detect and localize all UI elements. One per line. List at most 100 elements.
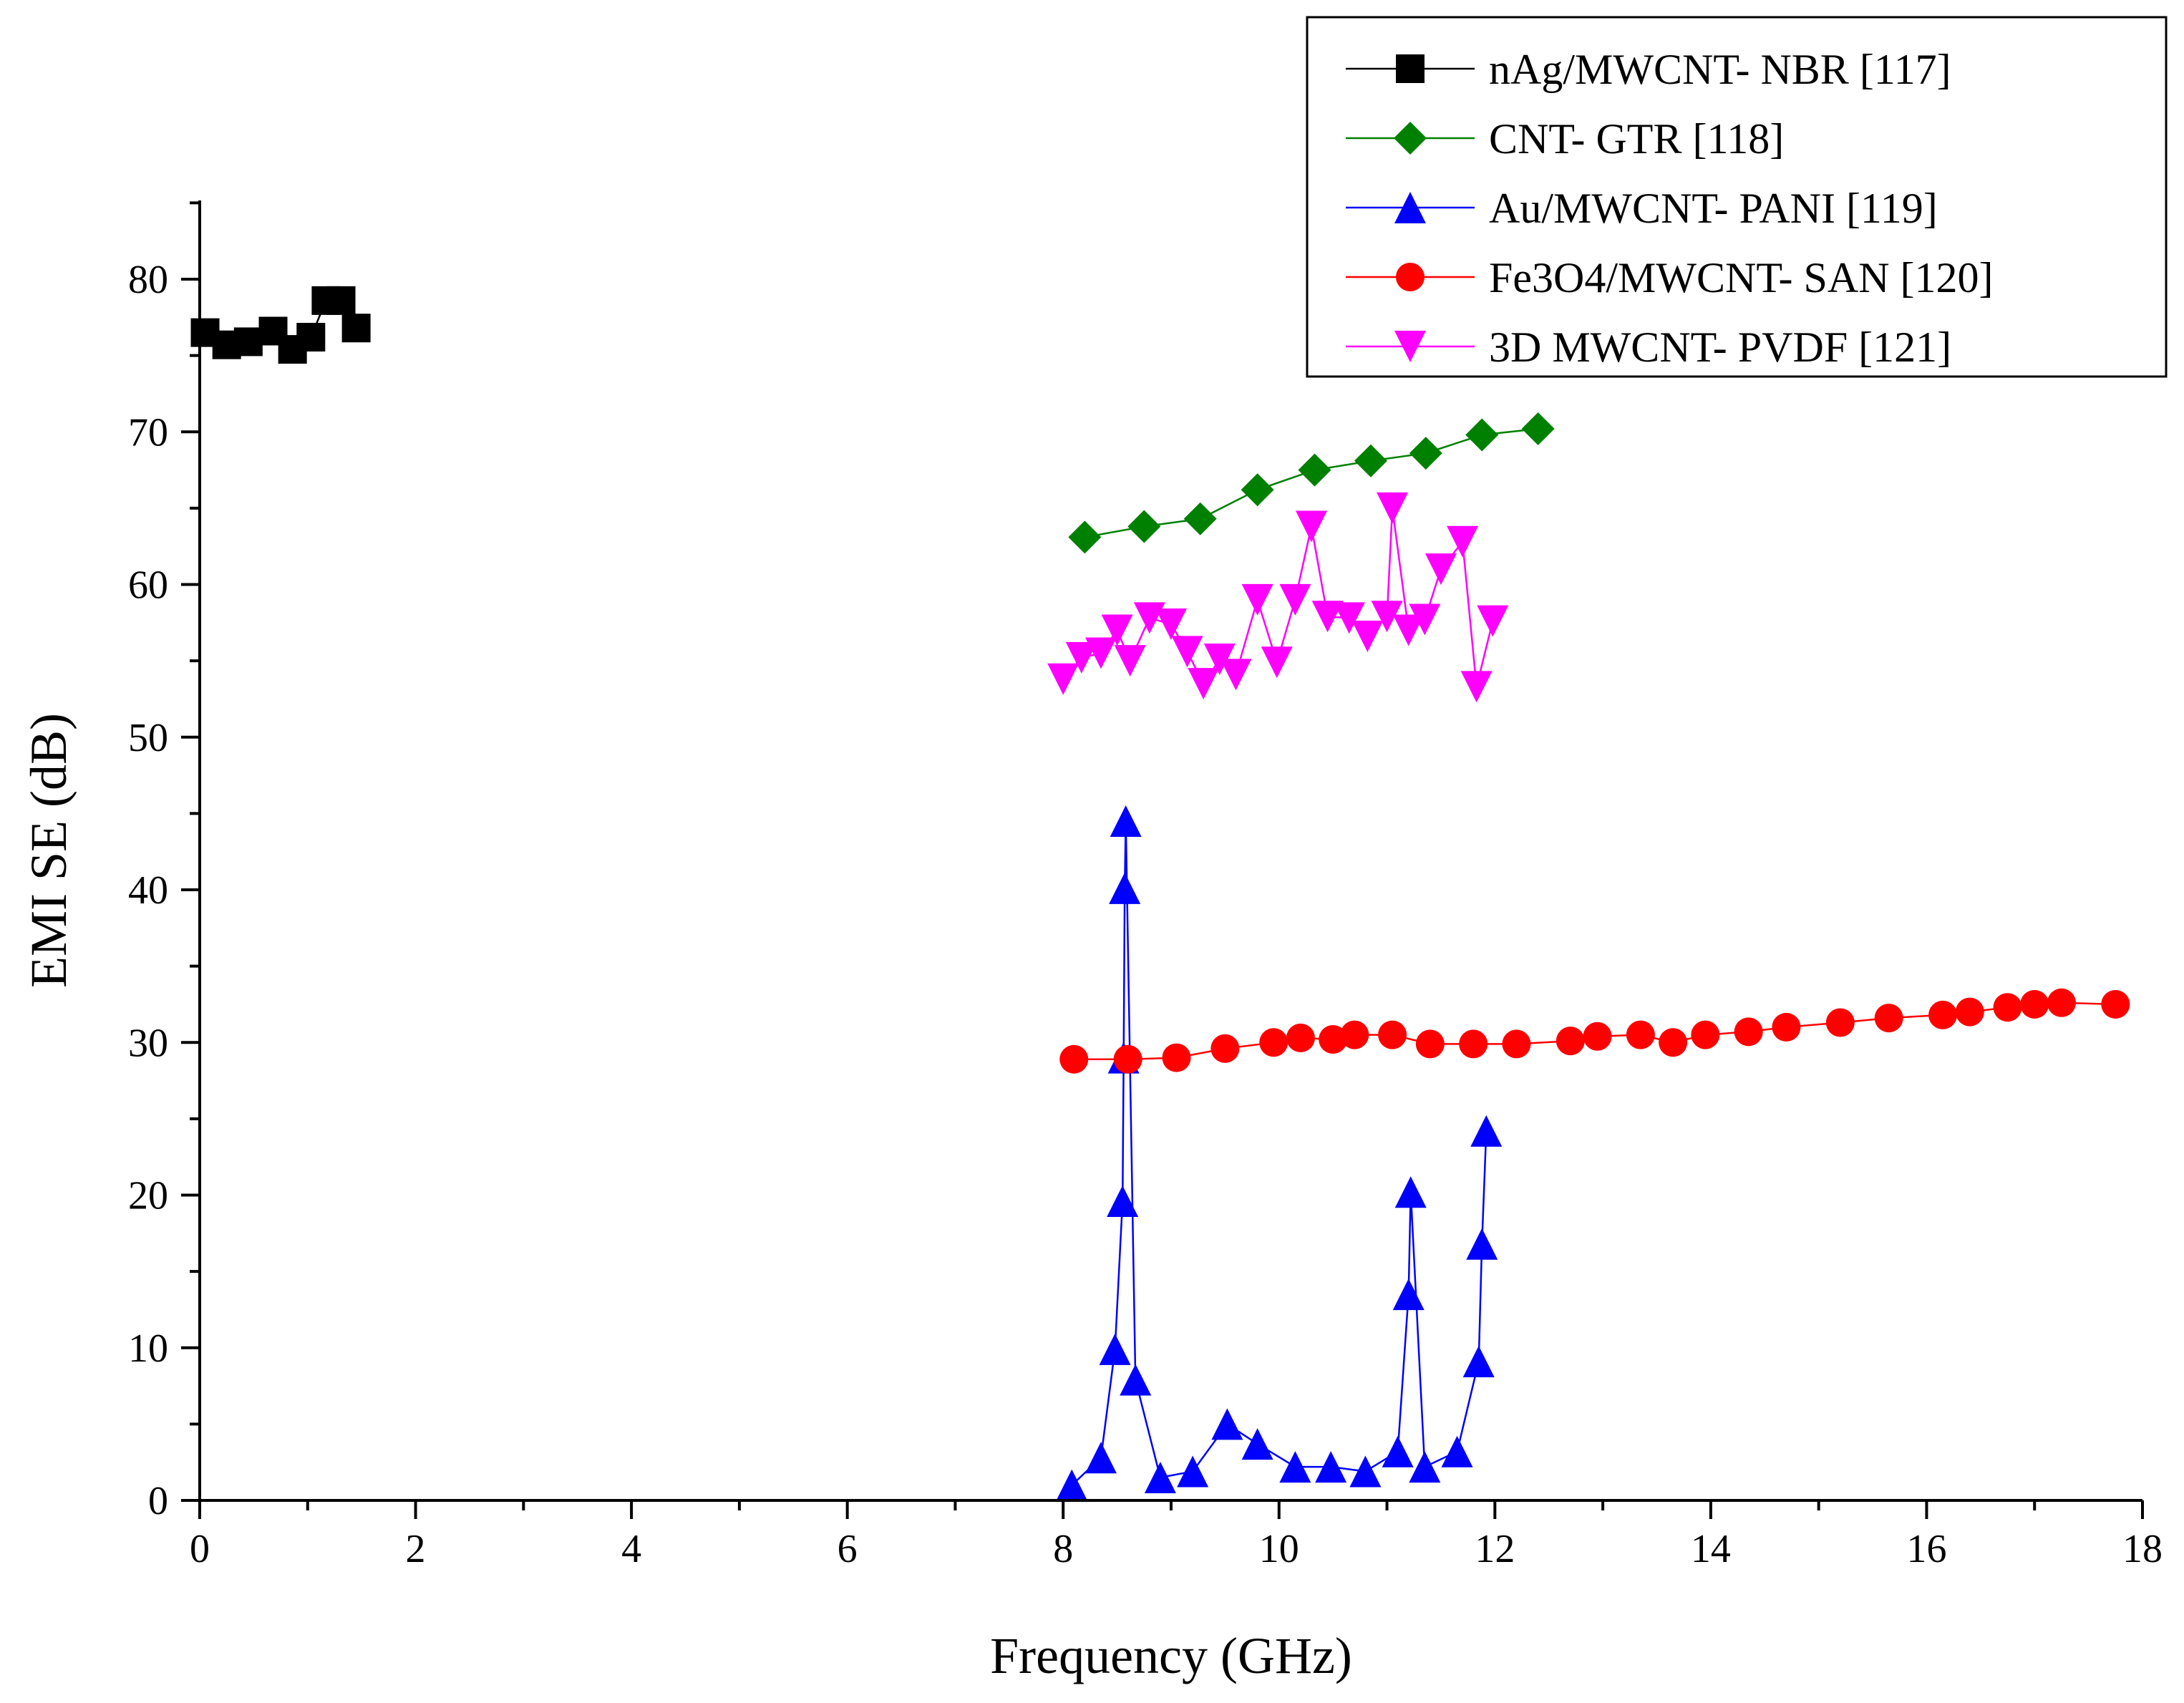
data-point <box>1928 1000 1958 1029</box>
legend-entry: CNT- GTR [118] <box>1346 115 1784 162</box>
data-point <box>1459 1029 1488 1059</box>
legend-label: Au/MWCNT- PANI [119] <box>1489 185 1938 232</box>
data-point <box>1065 641 1097 674</box>
y-tick-label: 60 <box>128 563 168 608</box>
legend-label: 3D MWCNT- PVDF [121] <box>1489 324 1951 371</box>
data-point <box>1113 1044 1142 1074</box>
data-point <box>1394 1176 1427 1208</box>
data-point <box>1392 614 1425 646</box>
x-tick-label: 6 <box>838 1527 858 1571</box>
data-point <box>2047 988 2076 1017</box>
data-point <box>1477 605 1509 637</box>
data-point <box>1056 1469 1088 1501</box>
data-point <box>1425 553 1457 586</box>
data-point <box>1409 437 1442 470</box>
data-point <box>1241 583 1273 616</box>
data-point <box>1127 510 1161 543</box>
x-tick-label: 10 <box>1259 1527 1299 1571</box>
data-point <box>1734 1017 1763 1047</box>
data-point <box>1114 645 1146 677</box>
data-point <box>1409 1451 1441 1483</box>
x-tick-label: 16 <box>1906 1527 1946 1571</box>
data-point <box>1409 603 1441 636</box>
data-point <box>1462 1345 1495 1377</box>
y-axis-title: EMI SE (dB) <box>20 713 77 988</box>
legend-box <box>1306 16 2168 378</box>
data-point <box>1378 1020 1407 1049</box>
series-3 <box>1056 805 1503 1501</box>
data-point <box>1371 601 1403 633</box>
data-point <box>1241 1428 1273 1460</box>
data-point <box>1261 646 1293 679</box>
data-point <box>1101 614 1133 646</box>
data-point <box>1286 1023 1315 1052</box>
legend-entries: nAg/MWCNT- NBR [117] CNT- GTR [118] Au/MWC… <box>1346 46 1993 371</box>
data-point <box>1155 608 1187 640</box>
x-tick-label: 2 <box>406 1527 426 1571</box>
data-point <box>1120 1364 1152 1396</box>
legend-marker <box>1396 54 1425 83</box>
data-point <box>1377 492 1409 524</box>
data-point <box>1441 1435 1473 1467</box>
data-point <box>1171 636 1203 668</box>
data-point <box>1188 668 1220 700</box>
data-point <box>1059 1044 1089 1074</box>
data-point <box>1084 637 1117 669</box>
data-point <box>1659 1028 1688 1057</box>
plot-area: 0 2 4 6 8 10 12 14 16 18 0 10 20 30 40 50 60 70 80 <box>128 200 2163 1571</box>
data-point <box>1392 1279 1425 1311</box>
series-2 <box>1068 412 1555 554</box>
x-tick-label: 12 <box>1475 1527 1515 1571</box>
data-point <box>1465 418 1499 452</box>
y-tick-label: 10 <box>128 1326 168 1371</box>
data-point <box>1349 1455 1382 1488</box>
data-point <box>1298 453 1331 487</box>
data-point <box>1351 621 1384 653</box>
legend-label: CNT- GTR [118] <box>1489 115 1784 162</box>
data-point <box>1333 602 1365 634</box>
y-tick-label: 20 <box>128 1174 168 1218</box>
data-point <box>1084 1442 1117 1474</box>
data-point <box>1466 1228 1498 1260</box>
data-point <box>1311 601 1344 633</box>
data-point <box>1415 1029 1445 1059</box>
data-point <box>1993 993 2022 1022</box>
data-point <box>1626 1020 1655 1049</box>
x-tick-label: 8 <box>1053 1527 1073 1571</box>
x-tick-label: 14 <box>1691 1527 1731 1571</box>
data-point <box>1382 1435 1414 1467</box>
data-point <box>1772 1012 1801 1042</box>
data-point <box>1109 872 1141 904</box>
y-tick-label: 80 <box>128 258 168 302</box>
data-point <box>1203 643 1236 675</box>
data-point <box>1470 1115 1503 1147</box>
data-point <box>1099 1333 1131 1365</box>
legend-entry: 3D MWCNT- PVDF [121] <box>1346 324 1951 371</box>
data-point <box>1183 502 1217 535</box>
data-point <box>1319 1024 1348 1054</box>
data-point <box>1110 805 1142 838</box>
data-point <box>1691 1020 1720 1049</box>
data-point <box>1144 1462 1176 1494</box>
data-point <box>1162 1043 1191 1072</box>
data-point <box>1315 1451 1347 1483</box>
x-tick-label: 4 <box>621 1527 641 1571</box>
data-point <box>1211 1408 1243 1440</box>
legend-marker <box>1396 263 1425 291</box>
data-point <box>1521 412 1555 445</box>
series-4 <box>1059 988 2130 1074</box>
legend: nAg/MWCNT- NBR [117] CNT- GTR [118] Au/MWC… <box>1306 16 2168 378</box>
y-tick-label: 30 <box>128 1021 168 1065</box>
data-point <box>341 314 371 343</box>
data-point <box>1955 997 1984 1027</box>
data-point <box>2101 989 2130 1019</box>
data-point <box>233 327 263 356</box>
y-tick-label: 50 <box>128 716 168 760</box>
legend-label: nAg/MWCNT- NBR [117] <box>1489 46 1951 93</box>
x-tick-label: 0 <box>190 1527 210 1571</box>
data-point <box>296 323 326 352</box>
data-point <box>1279 583 1311 616</box>
series-5 <box>1047 492 1509 703</box>
x-axis-title: Frequency (GHz) <box>990 1627 1352 1684</box>
x-tick-label: 18 <box>2122 1527 2163 1571</box>
